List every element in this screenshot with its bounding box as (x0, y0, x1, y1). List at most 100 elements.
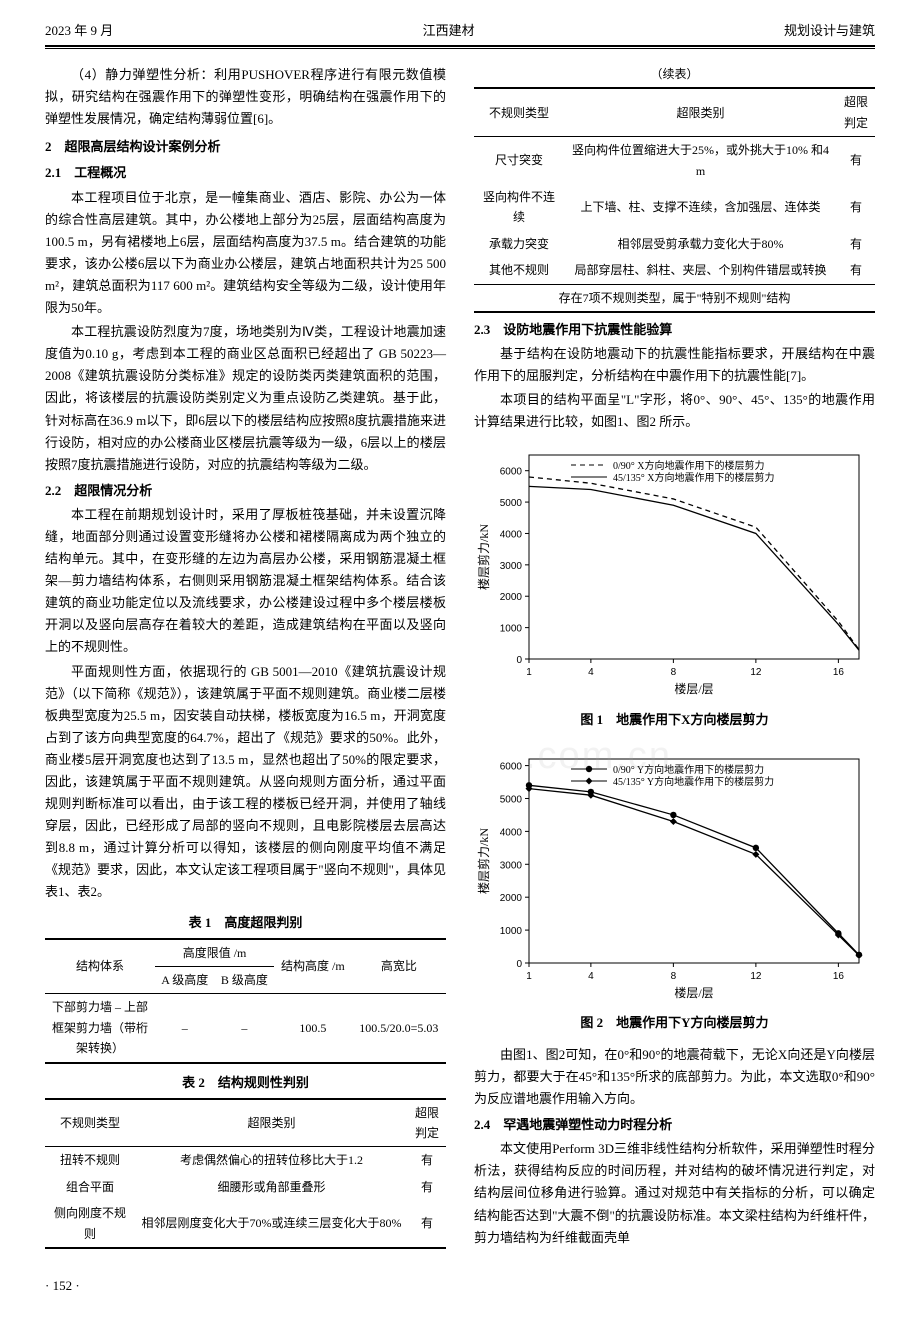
t2b-h2: 超限类别 (564, 88, 837, 136)
t2-r2c2: 细腰形或角部重叠形 (135, 1174, 408, 1200)
header-journal: 江西建材 (423, 20, 475, 42)
svg-text:8: 8 (671, 971, 677, 982)
header-date: 2023 年 9 月 (45, 20, 113, 42)
svg-text:16: 16 (833, 667, 845, 678)
content-columns: （4）静力弹塑性分析：利用PUSHOVER程序进行有限元数值模拟，研究结构在强震… (45, 64, 875, 1255)
t2-r3c1: 侧向刚度不规则 (45, 1200, 135, 1248)
t1-h1: 结构体系 (45, 939, 155, 994)
t2b-r3c2: 相邻层受剪承载力变化大于80% (564, 231, 837, 257)
para-23a: 基于结构在设防地震动下的抗震性能指标要求，开展结构在中震作用下的屈服判定，分析结… (474, 343, 875, 387)
header-section: 规划设计与建筑 (784, 20, 875, 42)
svg-text:1: 1 (526, 667, 532, 678)
t1-r1c4: 100.5 (274, 994, 352, 1063)
t2b-r2c2: 上下墙、柱、支撑不连续，含加强层、连体类 (564, 184, 837, 231)
t2b-r2c1: 竖向构件不连续 (474, 184, 564, 231)
svg-text:1000: 1000 (500, 624, 523, 635)
svg-text:16: 16 (833, 971, 845, 982)
t2-h1: 不规则类型 (45, 1099, 135, 1147)
svg-text:8: 8 (671, 667, 677, 678)
t2b-r1c1: 尺寸突变 (474, 137, 564, 184)
left-column: （4）静力弹塑性分析：利用PUSHOVER程序进行有限元数值模拟，研究结构在强震… (45, 64, 446, 1255)
table1: 结构体系 高度限值 /m 结构高度 /m 高宽比 A 级高度 B 级高度 下部剪… (45, 938, 446, 1064)
svg-text:4000: 4000 (500, 827, 523, 838)
chart2: 0 1000 2000 3000 4000 5000 6000 1 4 8 12 16 楼层/层 楼层剪力… (474, 741, 875, 1008)
svg-text:1: 1 (526, 971, 532, 982)
svg-text:12: 12 (750, 667, 762, 678)
svg-text:0: 0 (516, 655, 522, 666)
section-2-head: 2 超限高层结构设计案例分析 (45, 136, 446, 158)
t2b-r2c3: 有 (837, 184, 875, 231)
t2-h3: 超限判定 (408, 1099, 446, 1147)
page-header: 2023 年 9 月 江西建材 规划设计与建筑 (45, 20, 875, 47)
svg-text:0: 0 (516, 959, 522, 970)
section-21-head: 2.1 工程概况 (45, 162, 446, 184)
t2-h2: 超限类别 (135, 1099, 408, 1147)
t2-r2c3: 有 (408, 1174, 446, 1200)
para-22a: 本工程在前期规划设计时，采用了厚板桩筏基础，并未设置沉降缝，地面部分则通过设置变… (45, 504, 446, 659)
svg-text:3000: 3000 (500, 860, 523, 871)
svg-text:0/90° Y方向地震作用下的楼层剪力: 0/90° Y方向地震作用下的楼层剪力 (613, 763, 764, 776)
svg-text:4000: 4000 (500, 530, 523, 541)
section-22-head: 2.2 超限情况分析 (45, 480, 446, 502)
table1-title: 表 1 高度超限判别 (45, 912, 446, 934)
svg-text:4: 4 (588, 971, 594, 982)
t1-h4: 高宽比 (352, 939, 446, 994)
t2b-r3c1: 承载力突变 (474, 231, 564, 257)
table2-title: 表 2 结构规则性判别 (45, 1072, 446, 1094)
t1-r1c5: 100.5/20.0=5.03 (352, 994, 446, 1063)
t2b-r1c3: 有 (837, 137, 875, 184)
t2-r1c2: 考虑偶然偏心的扭转位移比大于1.2 (135, 1147, 408, 1174)
svg-text:楼层剪力/kN: 楼层剪力/kN (476, 827, 491, 893)
t1-h3: 结构高度 /m (274, 939, 352, 994)
para-23c: 由图1、图2可知，在0°和90°的地震荷载下，无论X向还是Y向楼层剪力，都要大于… (474, 1044, 875, 1110)
right-column: （续表） 不规则类型 超限类别 超限判定 尺寸突变 竖向构件位置缩进大于25%，… (474, 64, 875, 1255)
t2-r1c1: 扭转不规则 (45, 1147, 135, 1174)
svg-text:12: 12 (750, 971, 762, 982)
t2-r3c3: 有 (408, 1200, 446, 1248)
t1-r1c1: 下部剪力墙 – 上部框架剪力墙（带桁架转换） (45, 994, 155, 1063)
t2b-r3c3: 有 (837, 231, 875, 257)
svg-text:楼层/层: 楼层/层 (674, 681, 713, 696)
svg-text:6000: 6000 (500, 467, 523, 478)
t1-h2a: A 级高度 (155, 967, 215, 994)
para-22b: 平面规则性方面，依据现行的 GB 5001—2010《建筑抗震设计规范》（以下简… (45, 661, 446, 904)
svg-text:5000: 5000 (500, 499, 523, 510)
svg-text:5000: 5000 (500, 794, 523, 805)
t2b-h3: 超限判定 (837, 88, 875, 136)
t2b-r4c2: 局部穿层柱、斜柱、夹层、个别构件错层或转换 (564, 257, 837, 284)
svg-text:6000: 6000 (500, 761, 523, 772)
svg-text:45/135° Y方向地震作用下的楼层剪力: 45/135° Y方向地震作用下的楼层剪力 (613, 775, 774, 788)
t2b-r4c1: 其他不规则 (474, 257, 564, 284)
t2-r2c1: 组合平面 (45, 1174, 135, 1200)
svg-text:45/135° X方向地震作用下的楼层剪力: 45/135° X方向地震作用下的楼层剪力 (613, 471, 775, 484)
para-24a: 本文使用Perform 3D三维非线性结构分析软件，采用弹塑性时程分析法，获得结… (474, 1138, 875, 1248)
table2: 不规则类型 超限类别 超限判定 扭转不规则 考虑偶然偏心的扭转位移比大于1.2 … (45, 1098, 446, 1249)
chart2-caption: 图 2 地震作用下Y方向楼层剪力 (474, 1012, 875, 1034)
t1-h2: 高度限值 /m (155, 939, 274, 967)
svg-text:2000: 2000 (500, 893, 523, 904)
svg-text:1000: 1000 (500, 926, 523, 937)
para-21b: 本工程抗震设防烈度为7度，场地类别为Ⅳ类，工程设计地震加速度值为0.10 g，考… (45, 321, 446, 476)
para-21a: 本工程项目位于北京，是一幢集商业、酒店、影院、办公为一体的综合性高层建筑。其中，… (45, 187, 446, 320)
table2-continued-label: （续表） (474, 64, 875, 84)
t2-r3c2: 相邻层刚度变化大于70%或连续三层变化大于80% (135, 1200, 408, 1248)
t2-r1c3: 有 (408, 1147, 446, 1174)
svg-text:楼层/层: 楼层/层 (674, 985, 713, 1000)
t1-r1c2: – (155, 994, 215, 1063)
chart1: 01000200030004000500060001481216楼层/层楼层剪力… (474, 437, 875, 704)
svg-text:楼层剪力/kN: 楼层剪力/kN (476, 524, 491, 590)
t1-h2b: B 级高度 (215, 967, 275, 994)
t2b-r1c2: 竖向构件位置缩进大于25%，或外挑大于10% 和4 m (564, 137, 837, 184)
svg-text:4: 4 (588, 667, 594, 678)
t2b-summary: 存在7项不规则类型，属于"特别不规则"结构 (474, 284, 875, 312)
svg-text:0/90° X方向地震作用下的楼层剪力: 0/90° X方向地震作用下的楼层剪力 (613, 459, 765, 472)
section-23-head: 2.3 设防地震作用下抗震性能验算 (474, 319, 875, 341)
svg-text:2000: 2000 (500, 593, 523, 604)
para-4: （4）静力弹塑性分析：利用PUSHOVER程序进行有限元数值模拟，研究结构在强震… (45, 64, 446, 130)
section-24-head: 2.4 罕遇地震弹塑性动力时程分析 (474, 1114, 875, 1136)
t1-r1c3: – (215, 994, 275, 1063)
table2-continued: 不规则类型 超限类别 超限判定 尺寸突变 竖向构件位置缩进大于25%，或外挑大于… (474, 87, 875, 313)
chart1-caption: 图 1 地震作用下X方向楼层剪力 (474, 709, 875, 731)
t2b-h1: 不规则类型 (474, 88, 564, 136)
page-number: · 152 · (45, 1275, 875, 1297)
